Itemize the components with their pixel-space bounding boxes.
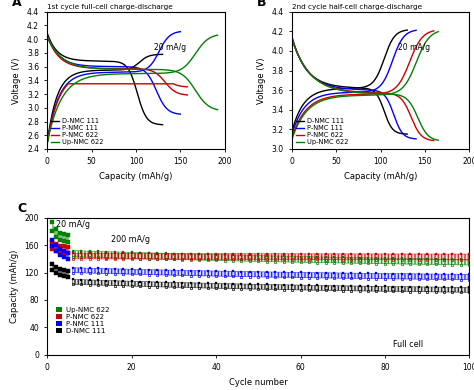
Text: 20 mA/g: 20 mA/g xyxy=(154,43,186,52)
Text: 200 mA/g: 200 mA/g xyxy=(110,235,150,244)
Text: Full cell: Full cell xyxy=(393,340,423,349)
Text: 1st cycle full-cell charge-discharge: 1st cycle full-cell charge-discharge xyxy=(47,4,173,10)
Legend: Up-NMC 622, P-NMC 622, P-NMC 111, D-NMC 111: Up-NMC 622, P-NMC 622, P-NMC 111, D-NMC … xyxy=(55,307,109,335)
Text: B: B xyxy=(256,0,266,9)
Y-axis label: Capacity (mAh/g): Capacity (mAh/g) xyxy=(10,250,19,323)
Y-axis label: Voltage (V): Voltage (V) xyxy=(12,57,21,104)
X-axis label: Capacity (mAh/g): Capacity (mAh/g) xyxy=(344,172,417,181)
X-axis label: Cycle number: Cycle number xyxy=(229,378,288,387)
X-axis label: Capacity (mAh/g): Capacity (mAh/g) xyxy=(100,172,173,181)
Text: 2nd cycle half-cell charge-discharge: 2nd cycle half-cell charge-discharge xyxy=(292,4,422,10)
Text: A: A xyxy=(12,0,22,9)
Legend: D-NMC 111, P-NMC 111, P-NMC 622, Up-NMC 622: D-NMC 111, P-NMC 111, P-NMC 622, Up-NMC … xyxy=(51,117,104,145)
Text: 20 mA/g: 20 mA/g xyxy=(398,43,430,52)
Legend: D-NMC 111, P-NMC 111, P-NMC 622, Up-NMC 622: D-NMC 111, P-NMC 111, P-NMC 622, Up-NMC … xyxy=(295,117,349,145)
Y-axis label: Voltage (V): Voltage (V) xyxy=(257,57,266,104)
Text: 20 mA/g: 20 mA/g xyxy=(56,220,90,229)
Text: C: C xyxy=(18,202,27,215)
